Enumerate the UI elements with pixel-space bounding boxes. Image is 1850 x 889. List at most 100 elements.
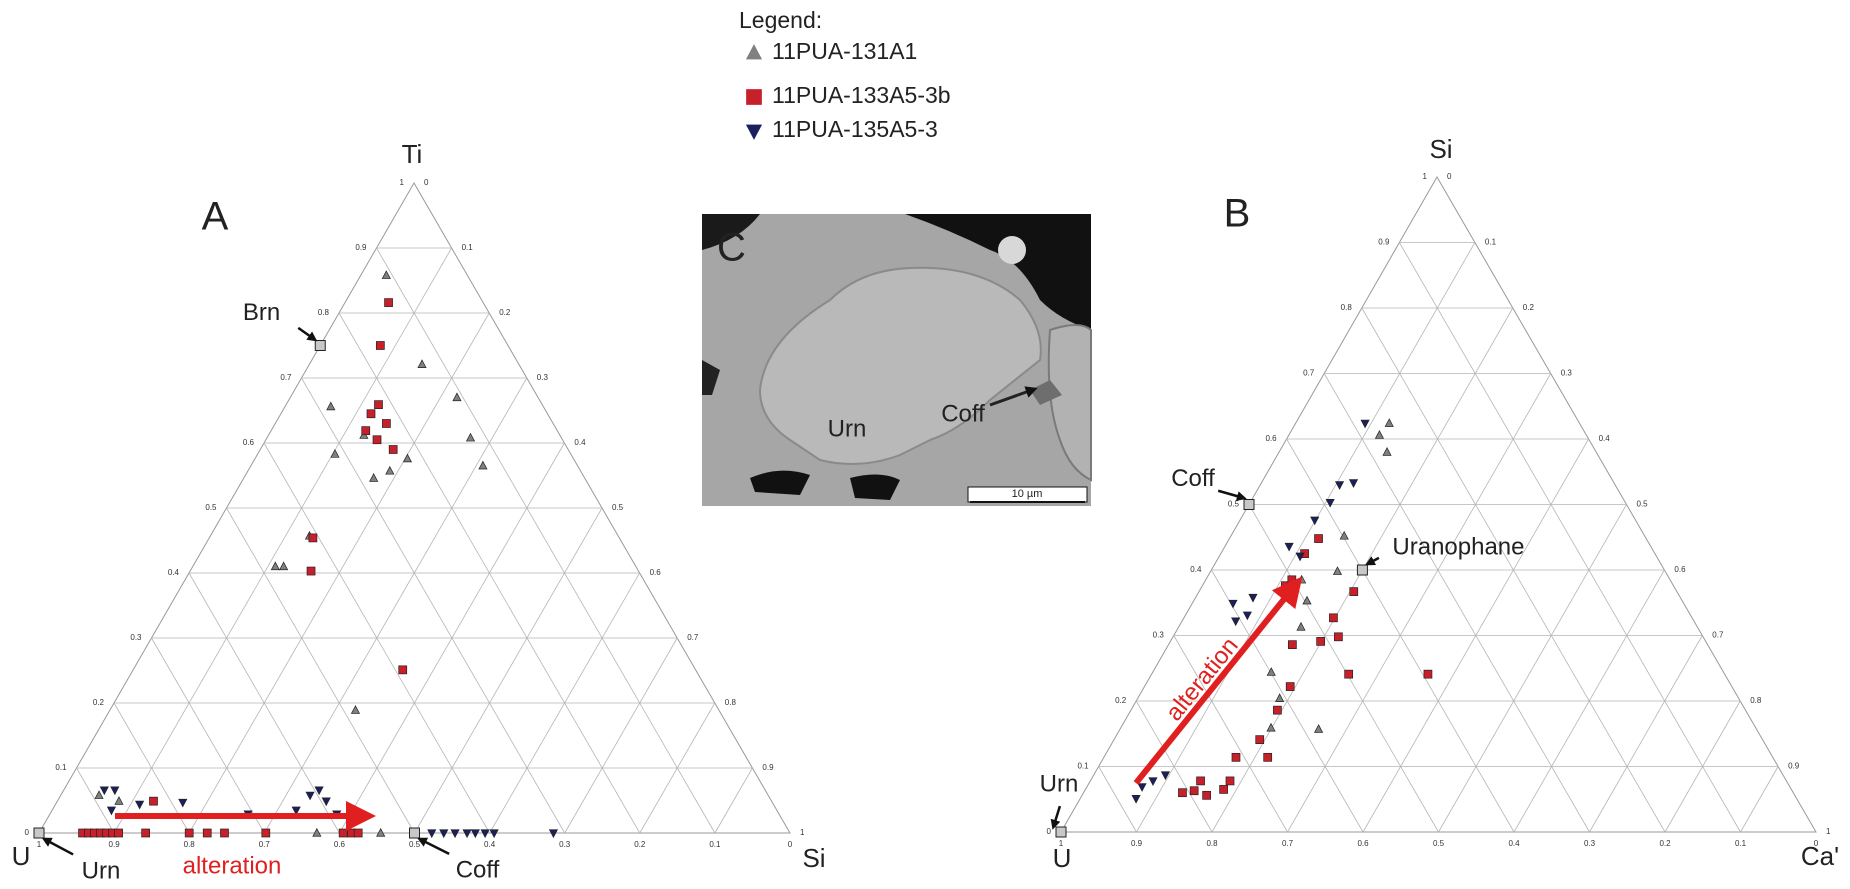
- tick-label: 1: [1423, 172, 1428, 181]
- tick-label: 0.3: [1584, 839, 1596, 848]
- tick-label: 0.8: [184, 840, 196, 849]
- data-point: [95, 791, 103, 799]
- tick-label: 0: [424, 178, 429, 187]
- grid-line: [227, 508, 415, 833]
- tick-label: 0.7: [280, 373, 292, 382]
- data-point: [440, 830, 448, 838]
- data-point: [1285, 543, 1293, 551]
- figure: Legend: 11PUA-131A111PUA-133A5-3b11PUA-1…: [0, 0, 1850, 884]
- reference-label: Urn: [1040, 770, 1079, 797]
- data-point: [1350, 588, 1358, 596]
- grid-line: [1288, 374, 1551, 833]
- grid-line: [1324, 374, 1589, 833]
- data-point: [1276, 694, 1284, 702]
- panel-label: B: [1224, 192, 1251, 236]
- page: Legend: 11PUA-131A111PUA-133A5-3b11PUA-1…: [0, 0, 1850, 884]
- tick-label: 0.7: [687, 633, 699, 642]
- grid-line: [715, 768, 753, 833]
- vertex-label: Ca': [1801, 841, 1839, 871]
- tick-label: 0.7: [259, 840, 271, 849]
- data-point: [107, 807, 115, 815]
- legend-label: 11PUA-133A5-3b: [772, 82, 951, 108]
- tick-label: 0.8: [318, 308, 330, 317]
- tick-label: 0: [1447, 172, 1452, 181]
- data-point: [354, 829, 362, 837]
- tick-label: 0: [1047, 827, 1052, 836]
- tick-label: 0.3: [559, 840, 571, 849]
- data-point: [1311, 517, 1319, 525]
- data-point: [1161, 772, 1169, 780]
- tick-label: 0.5: [409, 840, 421, 849]
- data-point: [377, 829, 385, 837]
- data-point: [115, 829, 123, 837]
- tick-label: 1: [37, 840, 42, 849]
- tick-label: 0.1: [55, 763, 67, 772]
- tick-label: 0.6: [650, 568, 662, 577]
- data-point: [306, 792, 314, 800]
- data-point: [1197, 777, 1205, 785]
- data-point: [1326, 499, 1334, 507]
- data-point: [1329, 614, 1337, 622]
- pointer: [46, 840, 73, 854]
- reference-point: [1056, 827, 1066, 837]
- pointer: [422, 840, 450, 854]
- data-point: [1334, 633, 1342, 641]
- data-point: [1350, 480, 1358, 488]
- tick-label: 0.9: [1378, 238, 1390, 247]
- data-point: [1178, 789, 1186, 797]
- data-point: [1385, 419, 1393, 427]
- grid-line: [114, 248, 452, 833]
- data-point: [150, 797, 158, 805]
- data-point: [1340, 532, 1348, 540]
- grid-line: [302, 378, 565, 833]
- data-point: [339, 829, 347, 837]
- data-point: [1315, 725, 1323, 733]
- data-point: [479, 461, 487, 469]
- grid-line: [377, 248, 715, 833]
- pointer: [298, 328, 313, 339]
- tick-label: 0.2: [93, 698, 105, 707]
- data-point: [453, 393, 461, 401]
- data-point: [451, 830, 459, 838]
- data-point: [385, 299, 393, 307]
- image-label: Coff: [941, 400, 985, 427]
- data-point: [1132, 795, 1140, 803]
- data-point: [185, 829, 193, 837]
- vertex-label: Si: [1429, 134, 1452, 164]
- data-point: [549, 830, 557, 838]
- data-point: [220, 829, 228, 837]
- data-point: [1336, 482, 1344, 490]
- vertex-label: Si: [802, 843, 825, 873]
- grid-line: [415, 508, 603, 833]
- data-point: [1149, 778, 1157, 786]
- data-point: [1232, 618, 1240, 626]
- tick-label: 0.5: [205, 503, 217, 512]
- tick-label: 0.9: [109, 840, 121, 849]
- legend-title: Legend:: [739, 7, 822, 33]
- tick-label: 0.5: [1228, 500, 1240, 509]
- reference-label: Coff: [1171, 465, 1215, 492]
- reference-point: [1357, 565, 1367, 575]
- tick-label: 0.4: [1190, 565, 1202, 574]
- data-point: [389, 446, 397, 454]
- data-point: [1297, 623, 1305, 631]
- data-point: [362, 427, 370, 435]
- scale-bar-label: 10 µm: [1012, 488, 1043, 500]
- tick-label: 0.4: [1508, 839, 1520, 848]
- legend-marker: [747, 125, 762, 139]
- data-point: [327, 402, 335, 410]
- data-point: [271, 562, 279, 570]
- data-point: [373, 436, 381, 444]
- data-point: [262, 829, 270, 837]
- data-point: [100, 787, 108, 795]
- tick-label: 0.7: [1303, 369, 1315, 378]
- tick-label: 0.7: [1712, 631, 1724, 640]
- data-point: [1138, 784, 1146, 792]
- pointer: [1369, 558, 1379, 563]
- vertex-label: U: [1053, 843, 1072, 873]
- data-point: [1249, 594, 1257, 602]
- data-point: [351, 706, 359, 714]
- tick-label: 0.3: [1561, 369, 1573, 378]
- data-point: [111, 787, 119, 795]
